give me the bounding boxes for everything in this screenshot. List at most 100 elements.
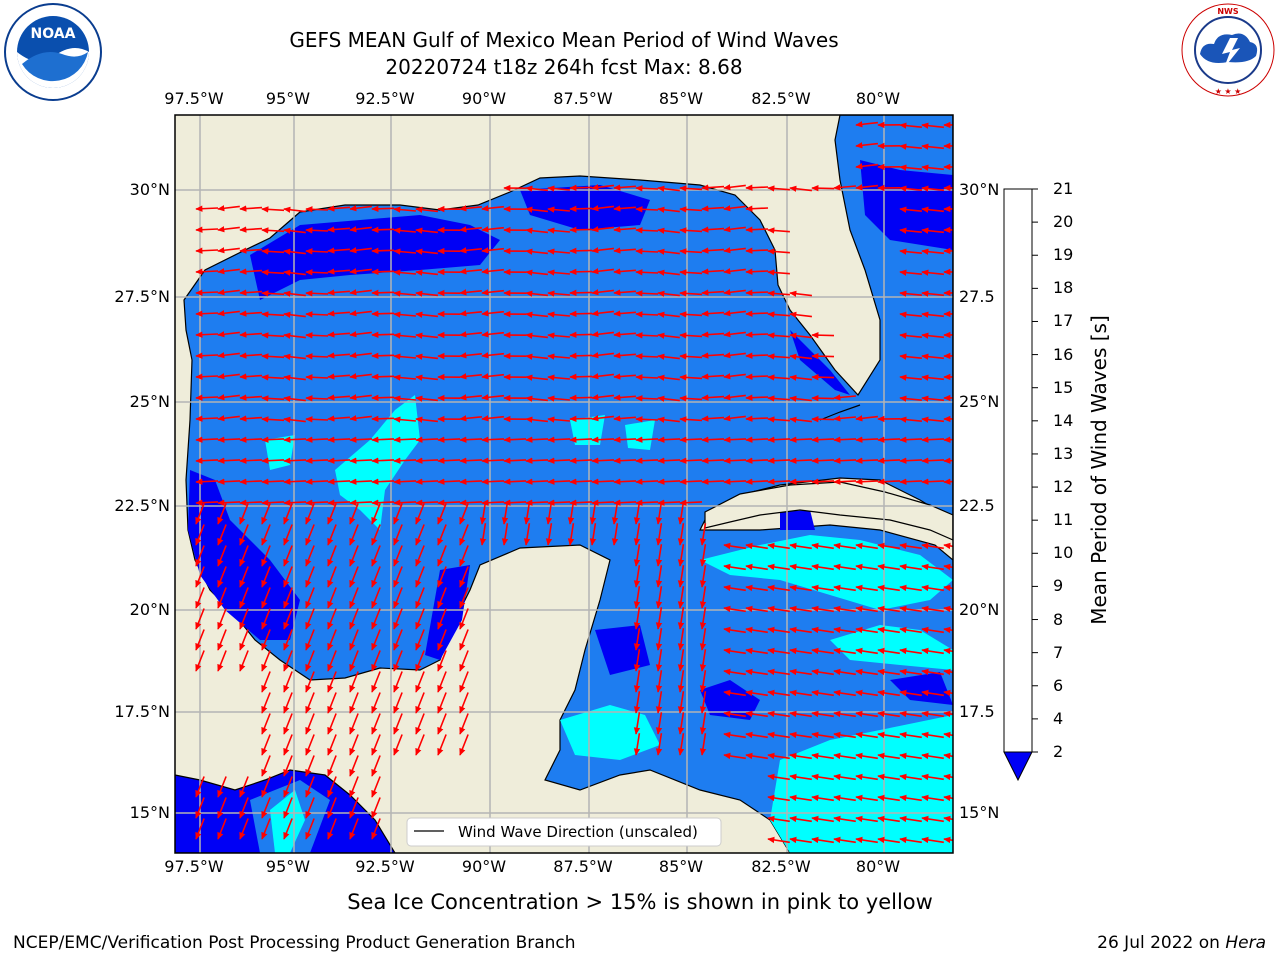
wave-direction-arrow	[811, 478, 835, 485]
wave-direction-arrow	[415, 671, 425, 693]
wave-direction-arrow	[481, 352, 504, 359]
colorbar-tick-label: 15	[1053, 377, 1074, 397]
wave-direction-arrow	[943, 605, 953, 613]
wave-direction-arrow	[943, 626, 953, 634]
wave-direction-arrow	[899, 457, 923, 464]
wave-direction-arrow	[393, 650, 403, 672]
wave-direction-arrow	[701, 394, 725, 401]
wave-direction-arrow	[591, 373, 614, 380]
wave-direction-arrow	[921, 731, 944, 739]
wave-direction-arrow	[613, 247, 636, 254]
wave-direction-arrow	[525, 311, 548, 318]
wave-direction-arrow	[921, 689, 944, 697]
wave-direction-arrow	[701, 205, 725, 212]
wave-direction-arrow	[723, 268, 746, 275]
wave-direction-arrow	[239, 415, 263, 422]
wave-direction-arrow	[239, 650, 249, 672]
wave-direction-arrow	[899, 689, 922, 697]
wave-direction-arrow	[789, 290, 812, 297]
wave-direction-arrow	[283, 374, 306, 381]
wave-direction-arrow	[921, 290, 944, 297]
noaa-logo-text: NOAA	[31, 26, 76, 42]
wave-direction-arrow	[239, 436, 263, 443]
wave-direction-arrow	[789, 478, 813, 485]
wave-direction-arrow	[855, 415, 878, 422]
wave-direction-arrow	[283, 206, 306, 213]
wave-direction-arrow	[437, 524, 447, 546]
wave-direction-arrow	[635, 457, 659, 464]
wave-direction-arrow	[657, 395, 680, 402]
wave-direction-arrow	[195, 268, 219, 275]
wave-direction-arrow	[437, 713, 447, 735]
wave-direction-arrow	[701, 331, 725, 338]
wave-direction-arrow	[591, 457, 615, 464]
wave-direction-arrow	[305, 457, 329, 464]
wave-direction-arrow	[459, 457, 483, 464]
wave-direction-arrow	[767, 457, 791, 464]
wave-direction-arrow	[261, 478, 285, 485]
wave-direction-arrow	[921, 206, 944, 213]
wave-direction-arrow	[899, 248, 922, 255]
wave-direction-arrow	[525, 227, 548, 234]
wave-direction-arrow	[327, 436, 351, 443]
wave-direction-arrow	[569, 205, 593, 213]
wave-direction-arrow	[789, 794, 812, 802]
wave-direction-arrow	[261, 436, 285, 443]
wave-direction-arrow	[327, 776, 337, 798]
wave-direction-arrow	[613, 436, 637, 443]
wave-direction-arrow	[877, 647, 900, 655]
wave-direction-arrow	[635, 311, 659, 318]
wave-direction-arrow	[305, 545, 315, 567]
wave-direction-arrow	[415, 248, 438, 255]
wave-direction-arrow	[349, 415, 372, 422]
wave-direction-arrow	[349, 373, 372, 380]
wave-direction-arrow	[899, 206, 922, 213]
lon-label-top: 90°W	[461, 89, 507, 108]
wave-direction-arrow	[547, 436, 571, 443]
wave-direction-arrow	[261, 713, 271, 735]
wave-direction-arrow	[371, 503, 381, 525]
wave-direction-arrow	[833, 436, 857, 443]
wave-direction-arrow	[261, 457, 285, 464]
colorbar	[1003, 188, 1038, 782]
wave-direction-arrow	[239, 629, 249, 651]
wave-direction-arrow	[789, 605, 812, 613]
wave-direction-arrow	[503, 478, 527, 485]
wave-direction-arrow	[855, 584, 878, 592]
wave-direction-arrow	[217, 503, 227, 525]
wave-direction-arrow	[349, 499, 373, 506]
wave-direction-arrow	[349, 503, 359, 525]
wave-direction-arrow	[677, 523, 685, 546]
colorbar-frame	[1003, 188, 1033, 753]
wave-direction-arrow	[283, 566, 293, 588]
wave-direction-arrow	[921, 647, 944, 655]
wave-direction-arrow	[349, 289, 372, 296]
wave-direction-arrow	[415, 692, 425, 714]
wave-direction-arrow	[943, 836, 953, 844]
wave-direction-arrow	[811, 836, 834, 844]
wave-direction-arrow	[701, 289, 725, 296]
wave-direction-arrow	[767, 542, 790, 550]
wave-direction-arrow	[393, 311, 416, 318]
wave-direction-arrow	[635, 227, 659, 234]
wave-direction-arrow	[415, 524, 425, 546]
wave-direction-arrow	[767, 395, 790, 402]
wave-direction-arrow	[217, 268, 240, 275]
wave-direction-arrow	[239, 566, 249, 588]
map-area: Wind Wave Direction (unscaled)	[175, 115, 953, 853]
wave-direction-arrow	[305, 671, 315, 693]
wave-direction-arrow	[811, 647, 834, 655]
wave-direction-arrow	[613, 226, 636, 233]
wave-direction-arrow	[239, 394, 263, 401]
wave-direction-arrow	[855, 184, 878, 191]
wave-direction-arrow	[679, 332, 703, 339]
wave-direction-arrow	[833, 457, 857, 464]
wave-direction-arrow	[943, 731, 953, 739]
wave-direction-arrow	[393, 416, 416, 423]
wave-direction-arrow	[283, 269, 306, 276]
wave-direction-arrow	[547, 332, 570, 339]
branch-credit: NCEP/EMC/Verification Post Processing Pr…	[13, 933, 576, 953]
wave-direction-arrow	[677, 733, 685, 756]
wave-direction-arrow	[547, 374, 570, 381]
